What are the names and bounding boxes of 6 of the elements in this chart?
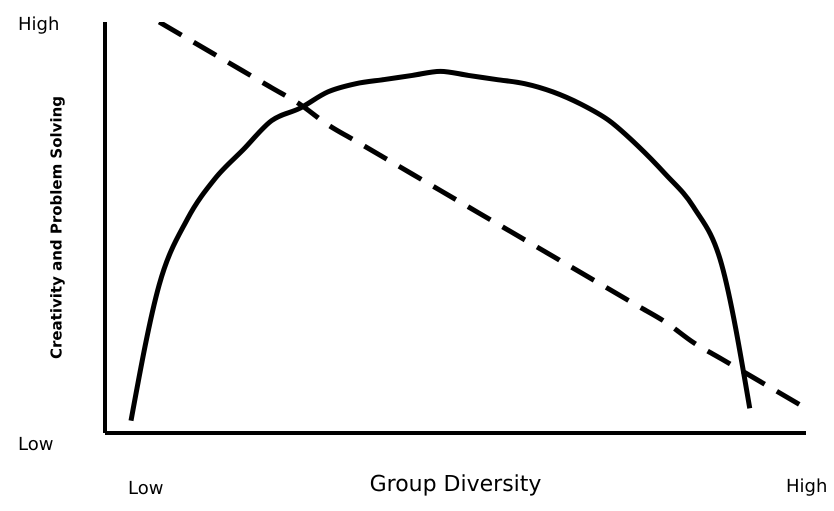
text: High (18, 14, 60, 35)
y-axis-title: Creativity and Problem Solving (47, 96, 66, 360)
text: High (786, 476, 828, 497)
x-axis-title: Group Diversity (370, 472, 542, 497)
text: Low (128, 478, 164, 499)
text: Low (18, 434, 54, 455)
